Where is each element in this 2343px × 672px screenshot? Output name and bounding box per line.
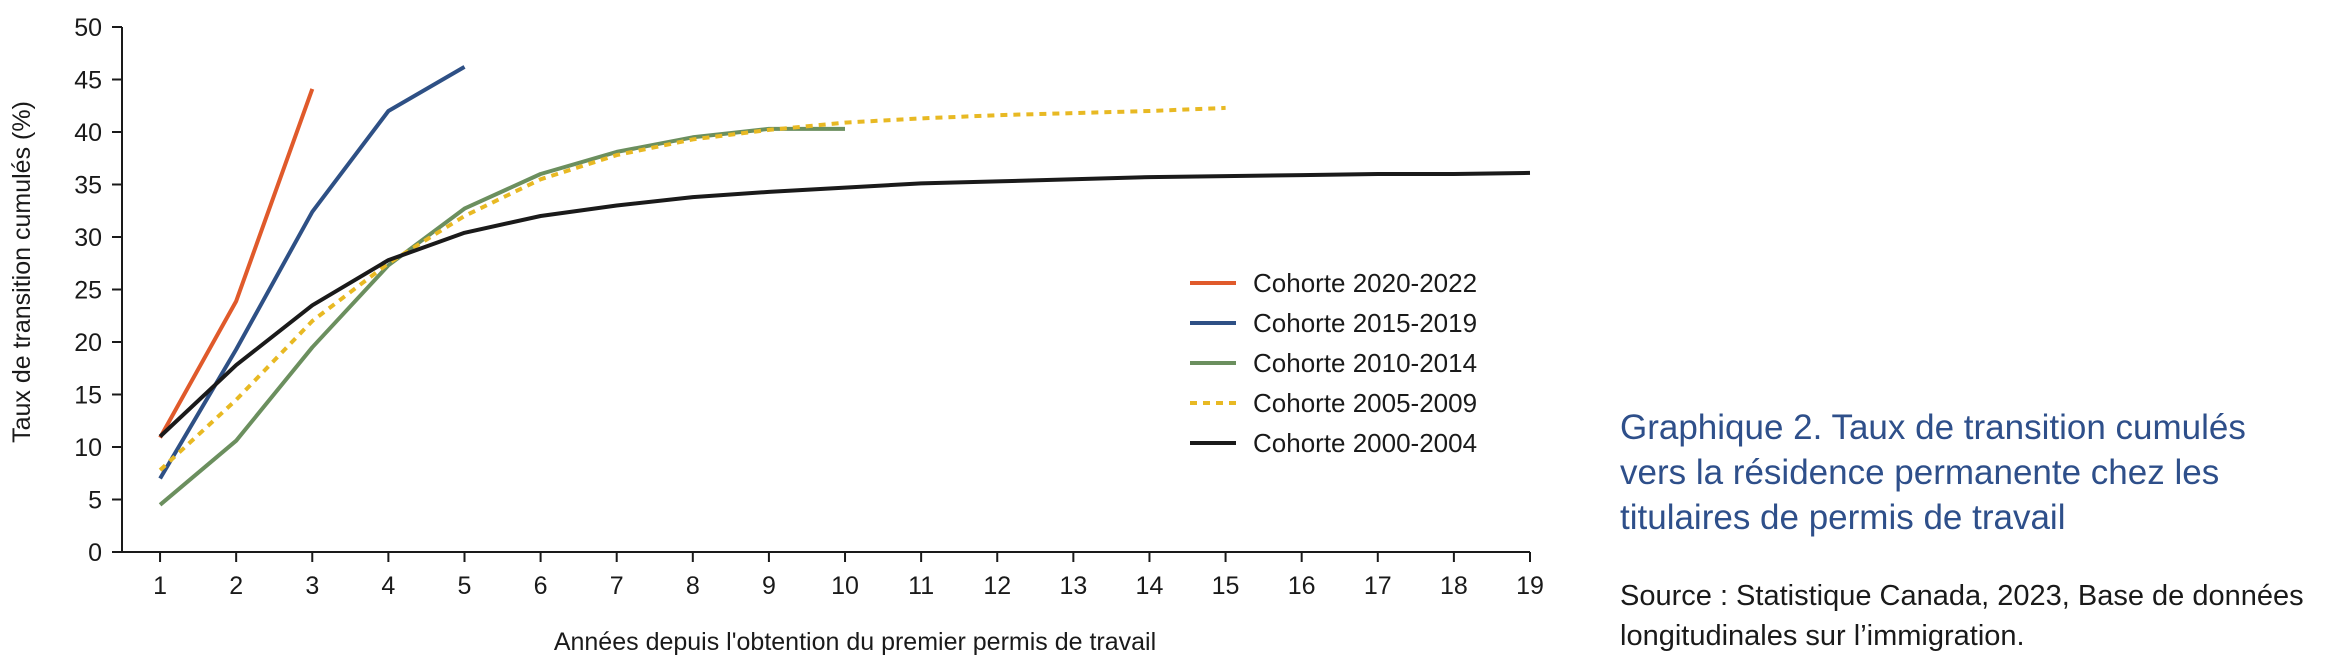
series-lines — [158, 65, 1531, 507]
chart-source: Source : Statistique Canada, 2023, Base … — [1620, 580, 2304, 652]
y-tick-label: 10 — [74, 434, 102, 462]
x-tick-label: 7 — [610, 572, 624, 600]
y-tick-label: 0 — [88, 539, 102, 567]
x-tick-label: 14 — [1136, 572, 1164, 600]
y-tick-label: 35 — [74, 172, 102, 200]
x-tick-label: 6 — [534, 572, 548, 600]
y-tick-label: 45 — [74, 67, 102, 95]
legend-label: Cohorte 2005-2009 — [1253, 388, 1477, 418]
x-axis-title: Années depuis l'obtention du premier per… — [554, 628, 1156, 656]
x-tick-label: 18 — [1440, 572, 1468, 600]
y-tick-label: 15 — [74, 382, 102, 410]
y-tick-label: 30 — [74, 224, 102, 252]
y-tick-label: 20 — [74, 329, 102, 357]
x-tick-label: 15 — [1212, 572, 1240, 600]
legend-label: Cohorte 2015-2019 — [1253, 308, 1477, 338]
x-tick-label: 1 — [153, 572, 167, 600]
caption: Graphique 2. Taux de transition cumulés … — [1620, 405, 2320, 656]
x-tick-label: 13 — [1059, 572, 1087, 600]
x-tick-label: 4 — [381, 572, 395, 600]
x-tick-label: 12 — [983, 572, 1011, 600]
x-axis-ticks: 1 2 3 4 5 6 7 8 9 10 11 12 13 14 15 16 17 18 19 — [153, 552, 1544, 600]
x-tick-label: 10 — [831, 572, 859, 600]
y-tick-label: 40 — [74, 119, 102, 147]
series-line-cohorte-2005-2009 — [158, 105, 1226, 472]
x-tick-label: 19 — [1516, 572, 1544, 600]
x-tick-label: 17 — [1364, 572, 1392, 600]
y-axis-title: Taux de transition cumulés (%) — [8, 101, 36, 443]
x-tick-label: 3 — [305, 572, 319, 600]
series-line-cohorte-2020-2022 — [158, 88, 315, 439]
legend: Cohorte 2020-2022 Cohorte 2015-2019 Cohort… — [1190, 268, 1477, 458]
series-line-cohorte-2010-2014 — [158, 126, 845, 507]
x-tick-label: 16 — [1288, 572, 1316, 600]
y-tick-label: 25 — [74, 277, 102, 305]
legend-label: Cohorte 2010-2014 — [1253, 348, 1477, 378]
x-tick-label: 9 — [762, 572, 776, 600]
y-axis-ticks: 0 5 10 15 20 25 30 35 40 45 50 — [74, 14, 122, 567]
legend-label: Cohorte 2000-2004 — [1253, 428, 1477, 458]
x-tick-label: 11 — [908, 572, 934, 600]
x-tick-label: 5 — [458, 572, 472, 600]
x-tick-label: 8 — [686, 572, 700, 600]
y-tick-label: 5 — [88, 487, 102, 515]
x-tick-label: 2 — [229, 572, 243, 600]
series-line-cohorte-2000-2004 — [158, 170, 1531, 438]
series-line-cohorte-2015-2019 — [158, 65, 466, 480]
legend-label: Cohorte 2020-2022 — [1253, 268, 1477, 298]
chart-title: Graphique 2. Taux de transition cumulés … — [1620, 408, 2246, 537]
y-tick-label: 50 — [74, 14, 102, 42]
